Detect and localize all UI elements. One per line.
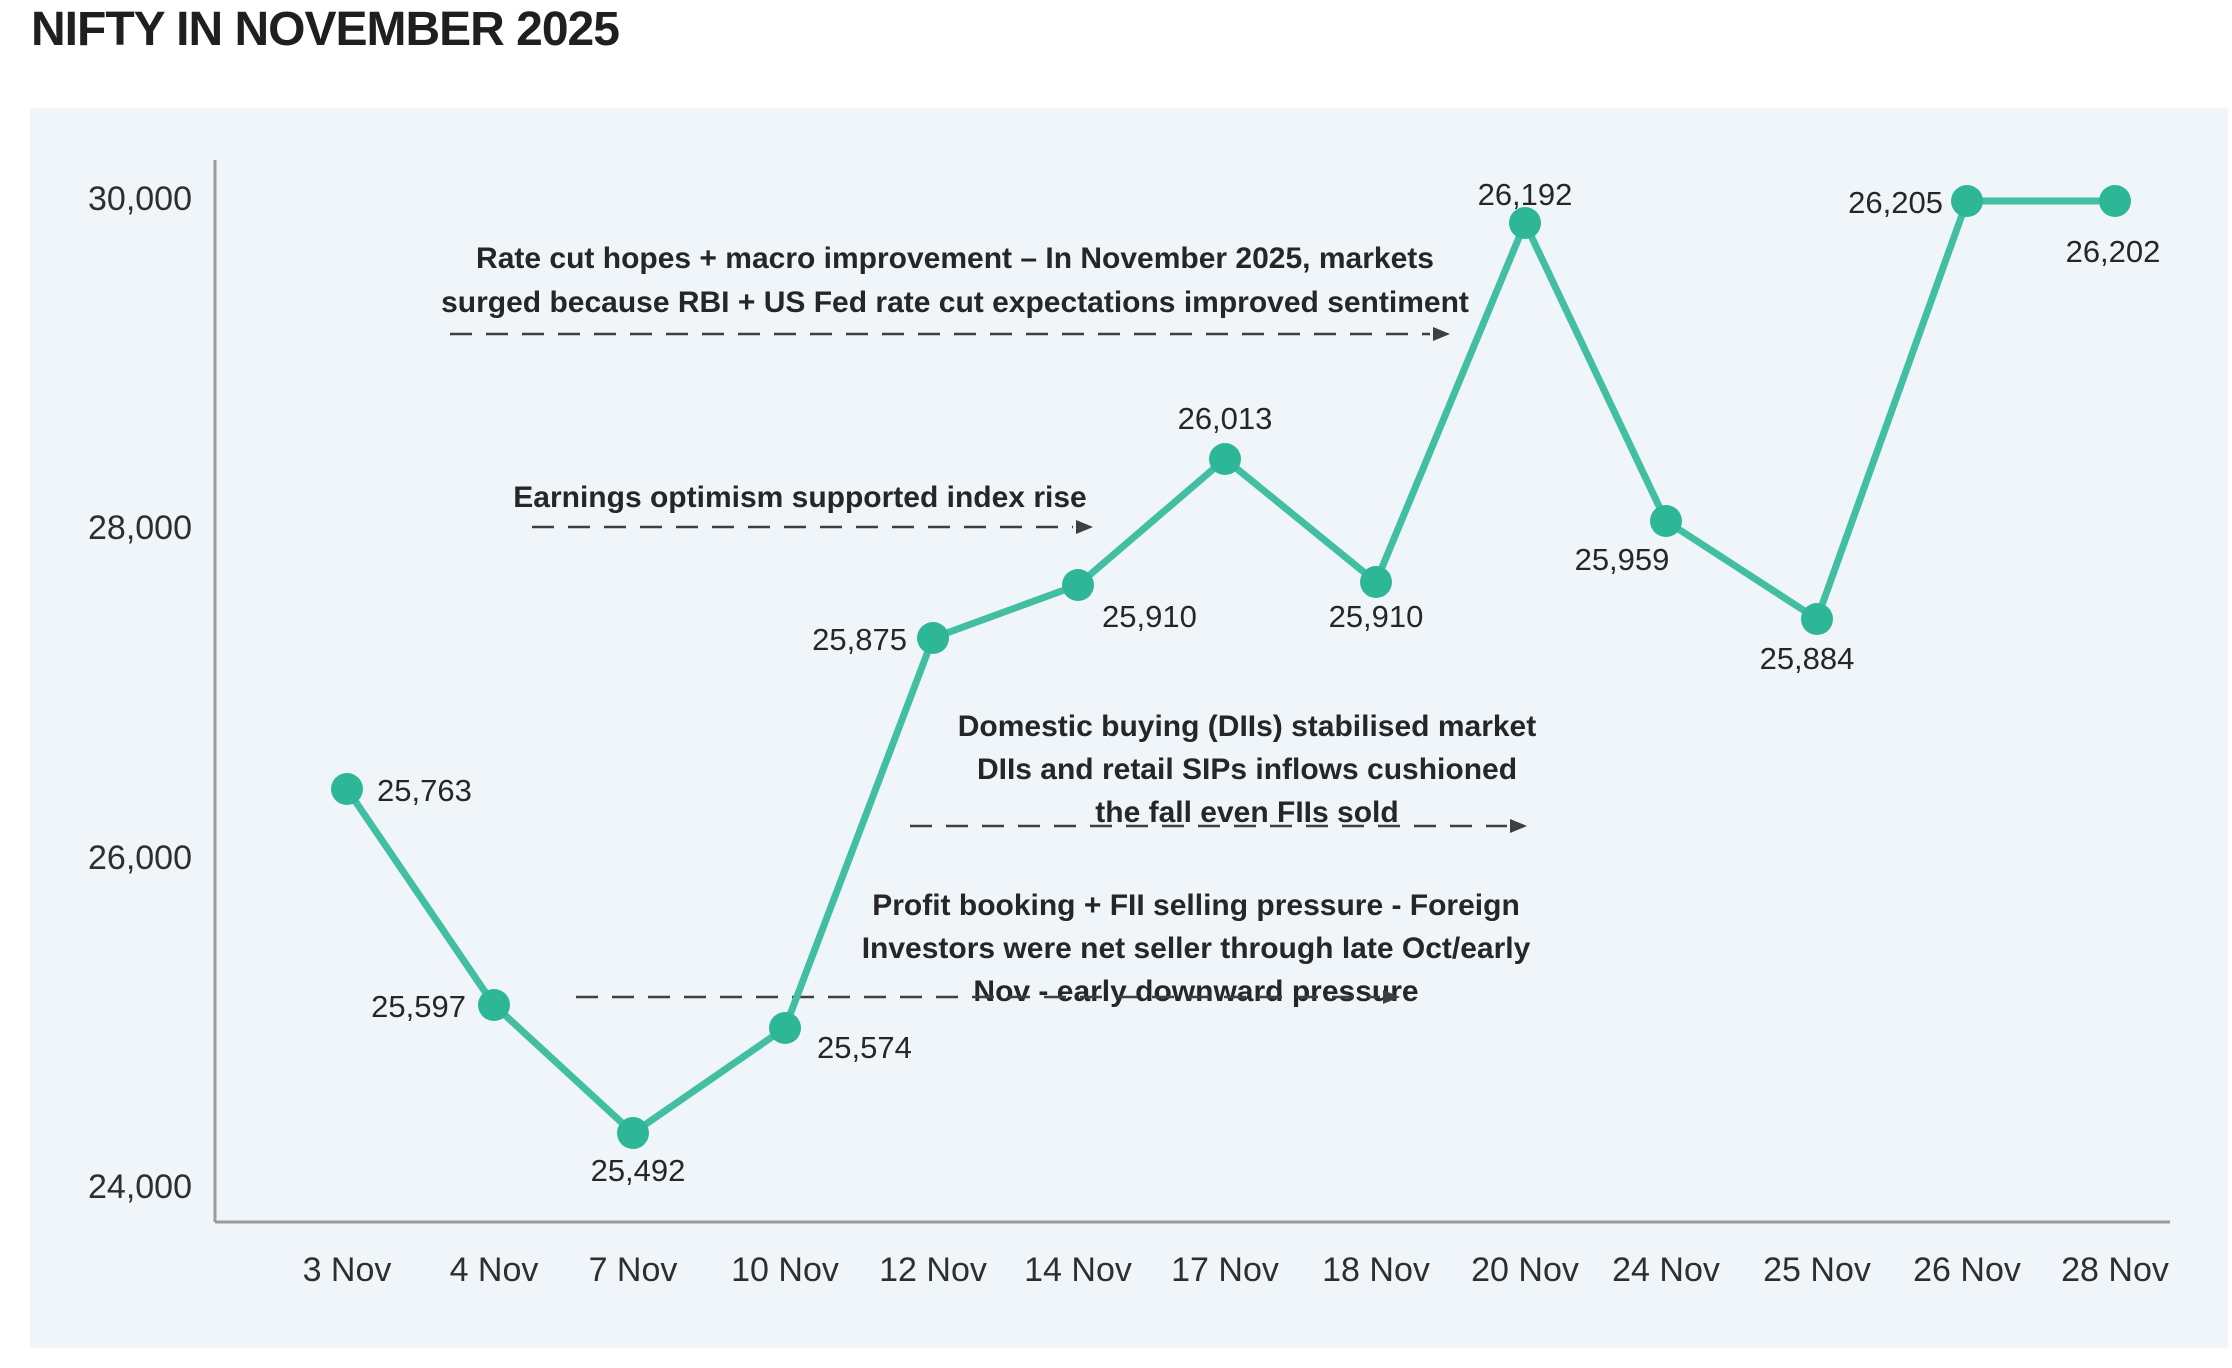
data-point-marker: [478, 989, 510, 1021]
x-tick-label: 4 Nov: [450, 1251, 539, 1289]
data-point-label: 25,910: [1102, 599, 1197, 634]
x-tick-label: 7 Nov: [589, 1251, 678, 1289]
annotation-text: Rate cut hopes + macro improvement – In …: [476, 242, 1434, 275]
data-point-label: 25,492: [591, 1153, 686, 1188]
x-tick-label: 17 Nov: [1171, 1251, 1279, 1289]
data-point-marker: [1209, 443, 1241, 475]
data-point-marker: [1360, 566, 1392, 598]
x-tick-label: 28 Nov: [2061, 1251, 2169, 1289]
data-point-marker: [1951, 185, 1983, 217]
annotation-arrowhead-icon: [1076, 520, 1093, 534]
data-point-marker: [331, 773, 363, 805]
x-tick-label: 3 Nov: [303, 1251, 392, 1289]
annotation-text: Investors were net seller through late O…: [862, 932, 1531, 965]
data-point-label: 25,959: [1575, 542, 1670, 577]
annotation-text: Earnings optimism supported index rise: [513, 481, 1086, 514]
y-tick-label: 30,000: [88, 180, 192, 218]
page-title: NIFTY IN NOVEMBER 2025: [31, 3, 620, 56]
data-point-marker: [617, 1117, 649, 1149]
data-point-label: 26,192: [1478, 177, 1573, 212]
annotation-text: Nov - early downward pressure: [973, 975, 1418, 1008]
x-tick-label: 25 Nov: [1763, 1251, 1871, 1289]
data-point-marker: [917, 622, 949, 654]
annotation-arrowhead-icon: [1383, 990, 1400, 1004]
x-tick-label: 10 Nov: [731, 1251, 839, 1289]
annotation-arrowhead-icon: [1510, 819, 1527, 833]
data-point-marker: [769, 1012, 801, 1044]
x-tick-label: 18 Nov: [1322, 1251, 1430, 1289]
y-tick-label: 28,000: [88, 509, 192, 547]
x-tick-label: 14 Nov: [1024, 1251, 1132, 1289]
data-point-label: 25,763: [377, 773, 472, 808]
data-point-label: 25,875: [812, 622, 907, 657]
data-point-label: 26,205: [1848, 185, 1943, 220]
chart-panel: [30, 108, 2228, 1348]
data-point-marker: [1801, 603, 1833, 635]
data-point-label: 26,202: [2066, 234, 2161, 269]
annotation-text: DIIs and retail SIPs inflows cushioned: [977, 753, 1517, 786]
x-tick-label: 26 Nov: [1913, 1251, 2021, 1289]
x-tick-label: 20 Nov: [1471, 1251, 1579, 1289]
data-point-marker: [2099, 185, 2131, 217]
data-point-label: 25,910: [1329, 599, 1424, 634]
data-point-label: 25,574: [817, 1030, 912, 1065]
y-tick-label: 24,000: [88, 1168, 192, 1206]
data-point-label: 26,013: [1178, 401, 1273, 436]
x-tick-label: 12 Nov: [879, 1251, 987, 1289]
annotation-text: surged because RBI + US Fed rate cut exp…: [441, 286, 1469, 319]
data-point-label: 25,884: [1760, 641, 1855, 676]
data-point-marker: [1509, 207, 1541, 239]
data-point-marker: [1650, 505, 1682, 537]
x-tick-label: 24 Nov: [1612, 1251, 1720, 1289]
data-point-label: 25,597: [371, 989, 466, 1024]
annotation-text: the fall even FIIs sold: [1095, 796, 1398, 829]
annotation-text: Profit booking + FII selling pressure - …: [872, 889, 1520, 922]
y-tick-label: 26,000: [88, 839, 192, 877]
annotation-text: Domestic buying (DIIs) stabilised market: [958, 710, 1536, 743]
data-point-marker: [1062, 569, 1094, 601]
annotation-arrowhead-icon: [1433, 327, 1450, 341]
